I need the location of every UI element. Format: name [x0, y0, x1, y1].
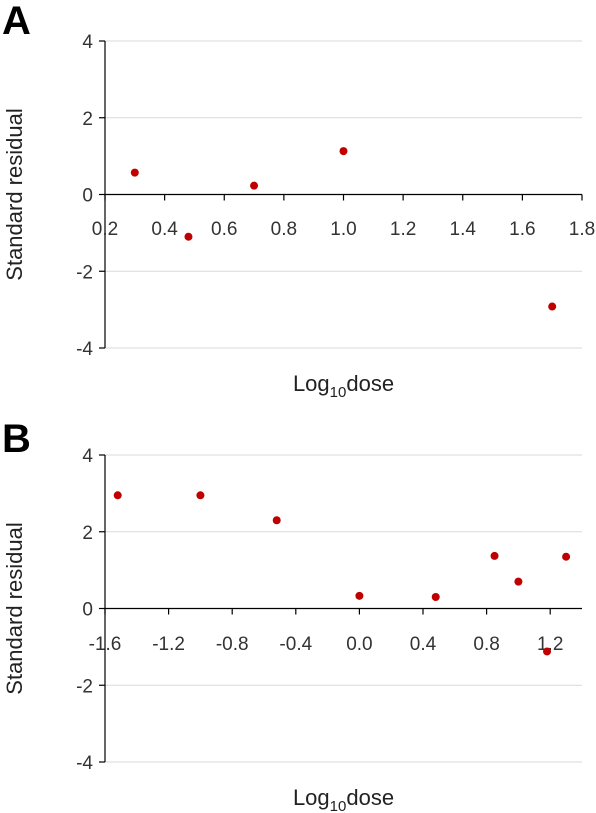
x-tick-label: 0.8 [271, 219, 297, 240]
data-point [339, 147, 348, 156]
data-point [272, 516, 281, 525]
data-point [543, 647, 552, 656]
data-point [490, 551, 499, 560]
x-tick-label: -1.6 [89, 634, 122, 655]
x-axis-title: Log10dose [293, 785, 394, 813]
x-axis-title: Log10dose [293, 371, 394, 401]
x-tick-label: 1.4 [450, 219, 477, 240]
y-tick-label: 2 [82, 523, 93, 544]
x-tick-label: -0.4 [279, 634, 312, 655]
x-tick-label: 0.4 [151, 219, 178, 240]
y-tick-label: -2 [76, 676, 93, 697]
data-point [130, 168, 139, 177]
x-tick-label: 0.6 [211, 219, 237, 240]
y-tick-label: 0 [82, 186, 93, 207]
y-tick-label: -2 [76, 262, 93, 283]
chart-panel-a: A -4 -2 0 2 4 0.2 0.4 0.6 0.8 1.0 1.2 1.4 1.6 1.8 Log10… [2, 0, 595, 401]
data-point [548, 302, 557, 311]
y-tick-label: 2 [82, 109, 93, 130]
y-tick-label: 0 [82, 600, 93, 621]
x-tick-label: 0.8 [473, 634, 499, 655]
data-point [514, 577, 523, 586]
x-tick-label: 1.8 [569, 219, 595, 240]
y-axis-title: Standard residual [2, 522, 27, 694]
panel-letter: B [2, 417, 31, 461]
x-tick-label: 0.4 [410, 634, 437, 655]
data-point [431, 592, 440, 601]
data-point [184, 232, 193, 241]
y-tick-label: -4 [76, 339, 93, 360]
x-tick-label: 0.2 [92, 219, 118, 240]
x-tick-label: 1.0 [330, 219, 356, 240]
data-point [196, 491, 205, 500]
x-tick-label: -1.2 [152, 634, 185, 655]
x-tick-label: 1.6 [509, 219, 535, 240]
y-axis-title: Standard residual [2, 108, 27, 280]
y-tick-label: -4 [76, 753, 93, 774]
data-point [250, 181, 259, 190]
x-tick-label: -0.8 [216, 634, 249, 655]
x-tick-label: 0.0 [346, 634, 372, 655]
y-tick-label: 4 [82, 32, 93, 53]
data-point [562, 552, 571, 561]
x-tick-label: 1.2 [390, 219, 416, 240]
y-tick-label: 4 [82, 446, 93, 467]
data-point [355, 591, 364, 600]
panel-letter: A [2, 0, 31, 43]
data-point [113, 491, 122, 500]
